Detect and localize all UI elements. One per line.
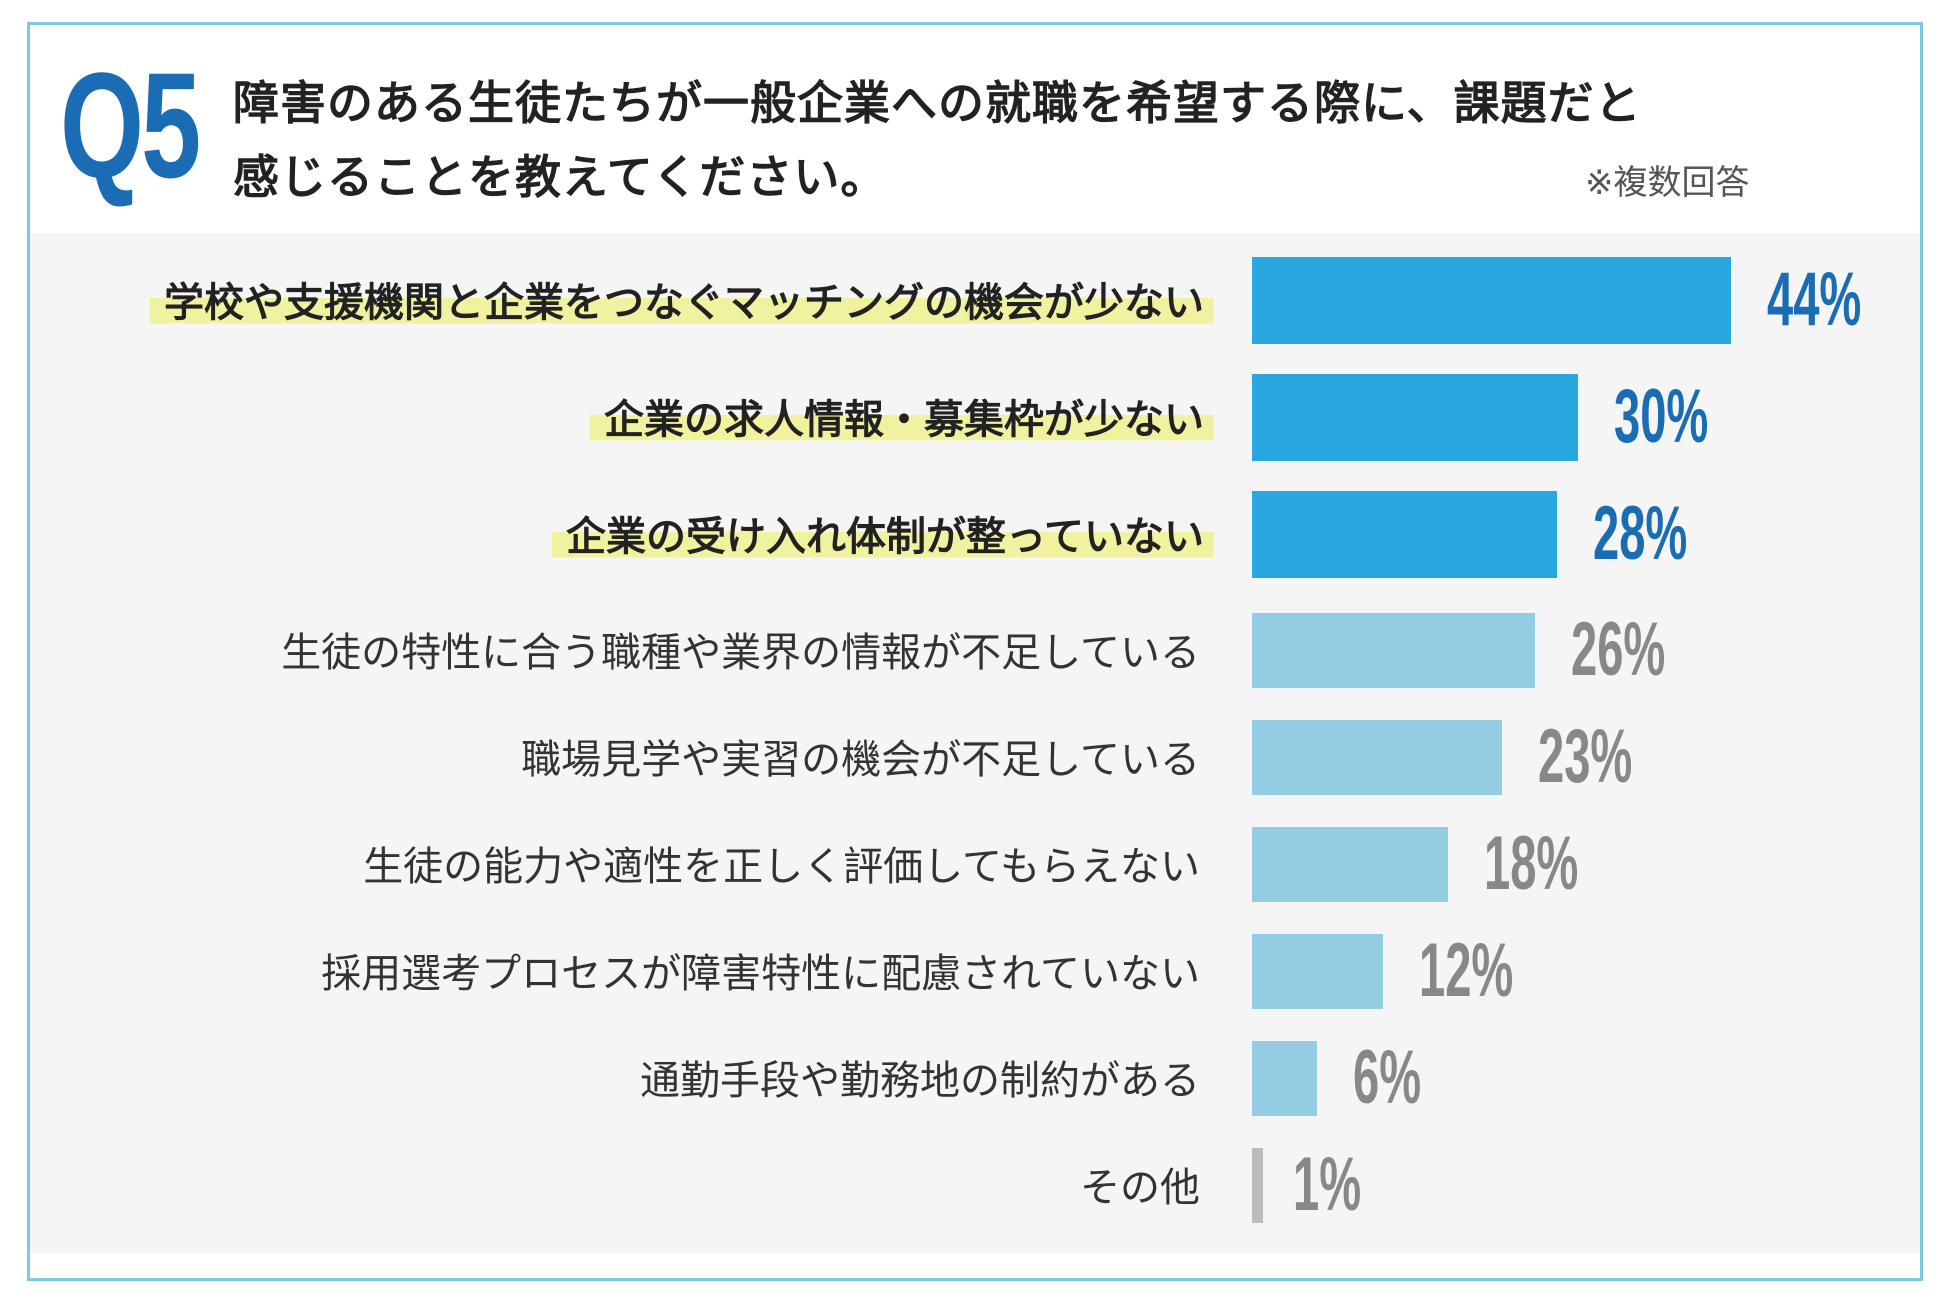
value-label: 1% [1292,1142,1361,1227]
value-label: 28% [1592,491,1687,576]
value-label: 6% [1353,1035,1422,1120]
category-label: その他 [1080,1165,1200,1211]
bar [1252,256,1731,344]
category-label: 企業の求人情報・募集枠が少ない [590,387,1214,445]
bar [1252,490,1557,578]
category-label: 生徒の特性に合う職種や業界の情報が不足している [281,630,1200,676]
value-label: 18% [1483,821,1579,906]
bar [1252,933,1383,1009]
bar [1252,373,1579,461]
category-label: 学校や支援機関と企業をつなぐマッチングの機会が少ない [150,270,1214,328]
value-label: 23% [1538,714,1633,799]
bar [1252,826,1448,902]
chart-frame: Q5 障害のある生徒たちが一般企業への就職を希望する際に、課題だと 感じることを… [27,22,1923,1281]
category-label: 生徒の能力や適性を正しく評価してもらえない [363,844,1200,890]
value-label: 26% [1570,607,1666,692]
category-label: 職場見学や実習の機会が不足している [521,737,1200,783]
category-label: 企業の受け入れ体制が整っていない [552,504,1214,562]
category-label: 通勤手段や勤務地の制約がある [640,1058,1200,1104]
question-number: Q5 [60,41,201,209]
multiple-answer-note: ※複数回答 [1585,163,1750,203]
bar [1252,612,1535,688]
question-title-line2: 感じることを教えてください。 [233,150,888,204]
value-label: 44% [1766,257,1862,342]
value-label: 12% [1418,928,1513,1013]
question-title-line1: 障害のある生徒たちが一般企業への就職を希望する際に、課題だと [233,76,1642,130]
bar [1252,1040,1318,1116]
category-label: 採用選考プロセスが障害特性に配慮されていない [321,951,1200,997]
value-label: 30% [1614,374,1709,459]
bar [1252,719,1503,795]
bar [1252,1147,1263,1223]
